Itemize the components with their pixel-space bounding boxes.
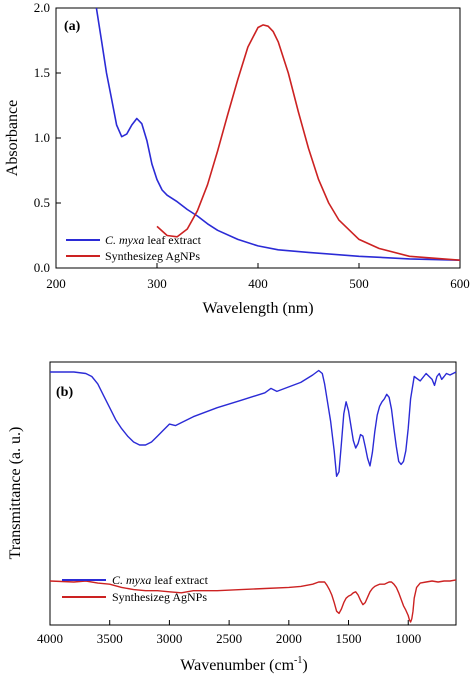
panel-b-x-tick-label: 2000: [276, 631, 302, 646]
panel-a-x-axis-title: Wavelength (nm): [202, 300, 313, 317]
panel-a-y-tick-label: 0.0: [34, 260, 50, 275]
panel-b-ftir-chart: 4000 3500 3000 2500 2000 1500 1000 (b) Wavenum…: [7, 361, 457, 674]
panel-b-legend-label-agnps: Synthesizeg AgNPs: [112, 590, 207, 604]
panel-a-y-tick-label: 0.5: [34, 195, 50, 210]
panel-a-series-leaf-extract: [95, 7, 461, 261]
panel-b-x-tick-label: 2500: [216, 631, 242, 646]
panel-a-x-tick-label: 400: [248, 276, 268, 291]
panel-a-absorbance-chart: 200 300 400 500 600 0.0 0.5 1.0 1.5 2.0 (a) Wave…: [4, 0, 470, 317]
panel-a-x-tick-label: 300: [147, 276, 167, 291]
panel-b-x-axis-title: Wavenumber (cm-1): [180, 655, 307, 674]
panel-a-series: [95, 7, 461, 261]
panel-b-legend: C. myxa leaf extract Synthesizeg AgNPs: [62, 573, 209, 604]
panel-a-x-ticks: 200 300 400 500 600: [46, 263, 470, 291]
panel-b-series-agnps: [49, 579, 457, 623]
panel-a-x-tick-label: 200: [46, 276, 66, 291]
panel-b-x-tick-label: 1500: [336, 631, 362, 646]
panel-b-x-tick-label: 3500: [97, 631, 123, 646]
panel-b-series-leaf-extract: [50, 369, 457, 477]
panel-b-plot-frame: [49, 361, 457, 626]
panel-a-legend-label-agnps: Synthesizeg AgNPs: [105, 249, 200, 263]
panel-b-x-tick-label: 3000: [156, 631, 182, 646]
panel-a-y-tick-label: 1.0: [34, 130, 50, 145]
panel-b-x-ticks: 4000 3500 3000 2500 2000 1500 1000: [37, 620, 421, 646]
panel-a-plot-frame: [55, 7, 461, 269]
panel-a-y-tick-label: 2.0: [34, 0, 50, 15]
panel-a-y-ticks: 0.0 0.5 1.0 1.5 2.0: [34, 0, 61, 275]
panel-b-x-tick-label: 1000: [395, 631, 421, 646]
panel-a-series-agnps: [156, 24, 461, 261]
panel-a-x-tick-label: 600: [450, 276, 470, 291]
panel-a-label: (a): [64, 19, 81, 34]
panel-a-x-tick-label: 500: [349, 276, 369, 291]
panel-a-y-axis-title: Absorbance: [4, 100, 21, 176]
panel-b-legend-label-leaf: C. myxa leaf extract: [112, 573, 209, 587]
panel-a-y-tick-label: 1.5: [34, 65, 50, 80]
panel-a-legend-label-leaf: C. myxa leaf extract: [105, 233, 202, 247]
panel-b-y-axis-title: Transmittance (a. u.): [7, 427, 24, 560]
panel-b-label: (b): [56, 385, 73, 400]
panel-b-series: [49, 369, 457, 623]
panel-b-x-tick-label: 4000: [37, 631, 63, 646]
panel-a-legend: C. myxa leaf extract Synthesizeg AgNPs: [66, 233, 202, 263]
